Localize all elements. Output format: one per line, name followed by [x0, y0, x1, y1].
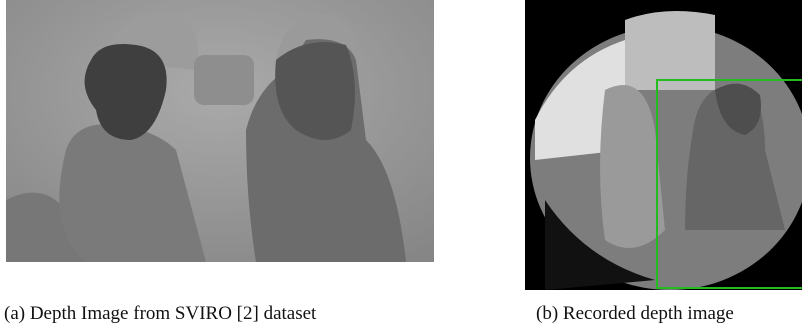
panel-caption: (b) Recorded depth image [536, 303, 734, 324]
panel-caption: (a) Depth Image from SVIRO [2] dataset [4, 303, 317, 324]
recorded-depth-image [525, 0, 802, 290]
sviro-depth-image [6, 0, 434, 262]
